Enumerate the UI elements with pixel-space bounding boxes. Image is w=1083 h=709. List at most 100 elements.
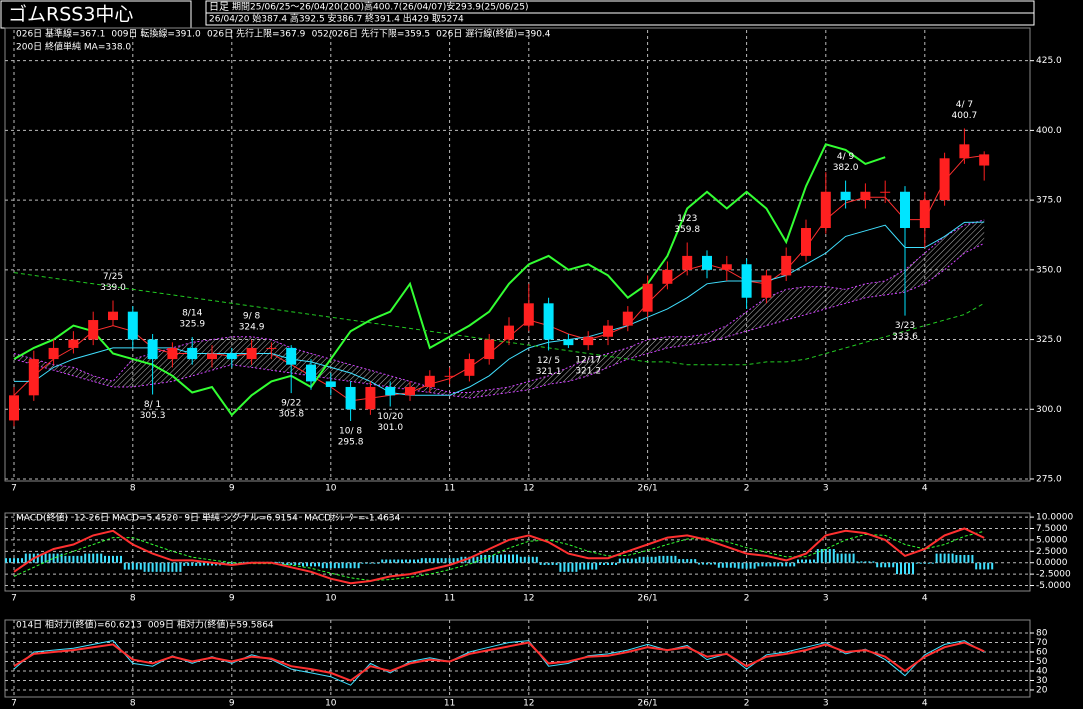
oscillator-bar (365, 562, 368, 564)
candle-body (622, 311, 633, 326)
oscillator-bar (512, 554, 514, 563)
candle-body (306, 364, 316, 382)
candle-body (28, 359, 39, 396)
oscillator-bar (896, 562, 898, 575)
oscillator-bar (397, 559, 400, 563)
legend-1: MACD(終値) (16, 512, 68, 524)
oscillator-bar (725, 562, 728, 568)
oscillator-bar (294, 562, 297, 565)
y-tick-label: 400.0 (1036, 126, 1062, 136)
candle-body (959, 144, 970, 159)
oscillator-bar (207, 562, 209, 566)
candle-body (266, 347, 277, 349)
candle-body (979, 154, 990, 166)
candle-body (345, 386, 356, 410)
oscillator-bar (385, 559, 388, 563)
x-tick-label: 7 (11, 594, 17, 604)
oscillator-bar (805, 559, 807, 563)
oscillator-bar (112, 555, 114, 563)
oscillator-bar (904, 562, 906, 575)
oscillator-bar (678, 559, 681, 563)
oscillator-bar (559, 562, 562, 572)
y-tick-label: 7.5000 (1036, 524, 1068, 534)
oscillator-bar (151, 562, 154, 572)
oscillator-bar (717, 562, 720, 568)
oscillator-bar (195, 562, 198, 566)
oscillator-bar (56, 553, 59, 563)
oscillator-bar (935, 553, 938, 563)
oscillator-bar (21, 558, 23, 563)
oscillator-bar (143, 562, 146, 572)
oscillator-bar (650, 556, 653, 563)
oscillator-bar (321, 562, 324, 569)
oscillator-bar (626, 558, 629, 563)
oscillator-bar (809, 559, 811, 563)
oscillator-bar (92, 553, 95, 563)
oscillator-bar (108, 555, 110, 563)
oscillator-bar (939, 553, 942, 563)
oscillator-bar (781, 562, 784, 567)
oscillator-bar (405, 559, 407, 563)
y-tick-label: 300.0 (1036, 405, 1062, 415)
candle-body (860, 191, 871, 201)
indicator-line (13, 272, 985, 366)
oscillator-bar (714, 562, 716, 565)
oscillator-bar (52, 553, 55, 563)
macd-line (13, 527, 985, 585)
oscillator-bar (908, 562, 910, 575)
oscillator-bar (543, 562, 546, 565)
oscillator-bar (68, 555, 71, 563)
x-tick-label: 26/1 (637, 699, 657, 709)
candle-body (385, 386, 396, 396)
oscillator-bar (856, 561, 859, 563)
oscillator-bar (516, 554, 518, 563)
candle-body (721, 264, 732, 270)
y-tick-label: 5.0000 (1036, 535, 1068, 545)
oscillator-bar (325, 562, 328, 569)
candle-body (187, 347, 198, 360)
oscillator-bar (931, 562, 934, 564)
oscillator-bar (377, 562, 380, 564)
oscillator-bar (947, 553, 950, 563)
header-box (205, 12, 1035, 26)
candle-body (682, 255, 693, 270)
annotation-date: 10/ 8 (339, 426, 362, 436)
y-tick-label: -2.5000 (1036, 570, 1071, 580)
candle-body (880, 191, 891, 193)
oscillator-bar (80, 555, 83, 563)
oscillator-bar (603, 562, 605, 565)
oscillator-bar (710, 562, 712, 565)
y-tick-label: 325.0 (1036, 335, 1062, 345)
oscillator-bar (337, 562, 340, 569)
oscillator-bar (753, 562, 756, 569)
x-tick-label: 2 (744, 484, 750, 494)
oscillator-bar (769, 562, 772, 567)
x-tick-label: 4 (922, 699, 928, 709)
x-tick-label: 3 (823, 484, 829, 494)
oscillator-bar (967, 554, 970, 563)
annotation-value: 339.0 (100, 283, 126, 293)
x-tick-label: 2 (744, 699, 750, 709)
cloud-lower (13, 242, 985, 399)
signal-line (13, 530, 985, 582)
annotation-value: 400.7 (952, 111, 978, 121)
x-tick-label: 10 (325, 594, 337, 604)
oscillator-bar (721, 562, 724, 568)
x-tick-label: 11 (444, 484, 455, 494)
oscillator-bar (670, 555, 673, 563)
candle-body (484, 339, 495, 360)
oscillator-bar (591, 562, 594, 570)
oscillator-bar (971, 554, 974, 563)
oscillator-bar (900, 562, 902, 575)
y-tick-label: 80 (1036, 629, 1048, 639)
oscillator-bar (28, 553, 31, 563)
legend-1: 9日 単純 シグナル=6.9154 (184, 512, 298, 524)
oscillator-bar (919, 562, 922, 564)
y-tick-label: 20 (1036, 685, 1048, 695)
legend-0: 009日 転換線=391.0 (111, 28, 201, 40)
oscillator-bar (943, 553, 946, 563)
main-frame (4, 27, 1031, 482)
oscillator-bar (171, 562, 174, 572)
